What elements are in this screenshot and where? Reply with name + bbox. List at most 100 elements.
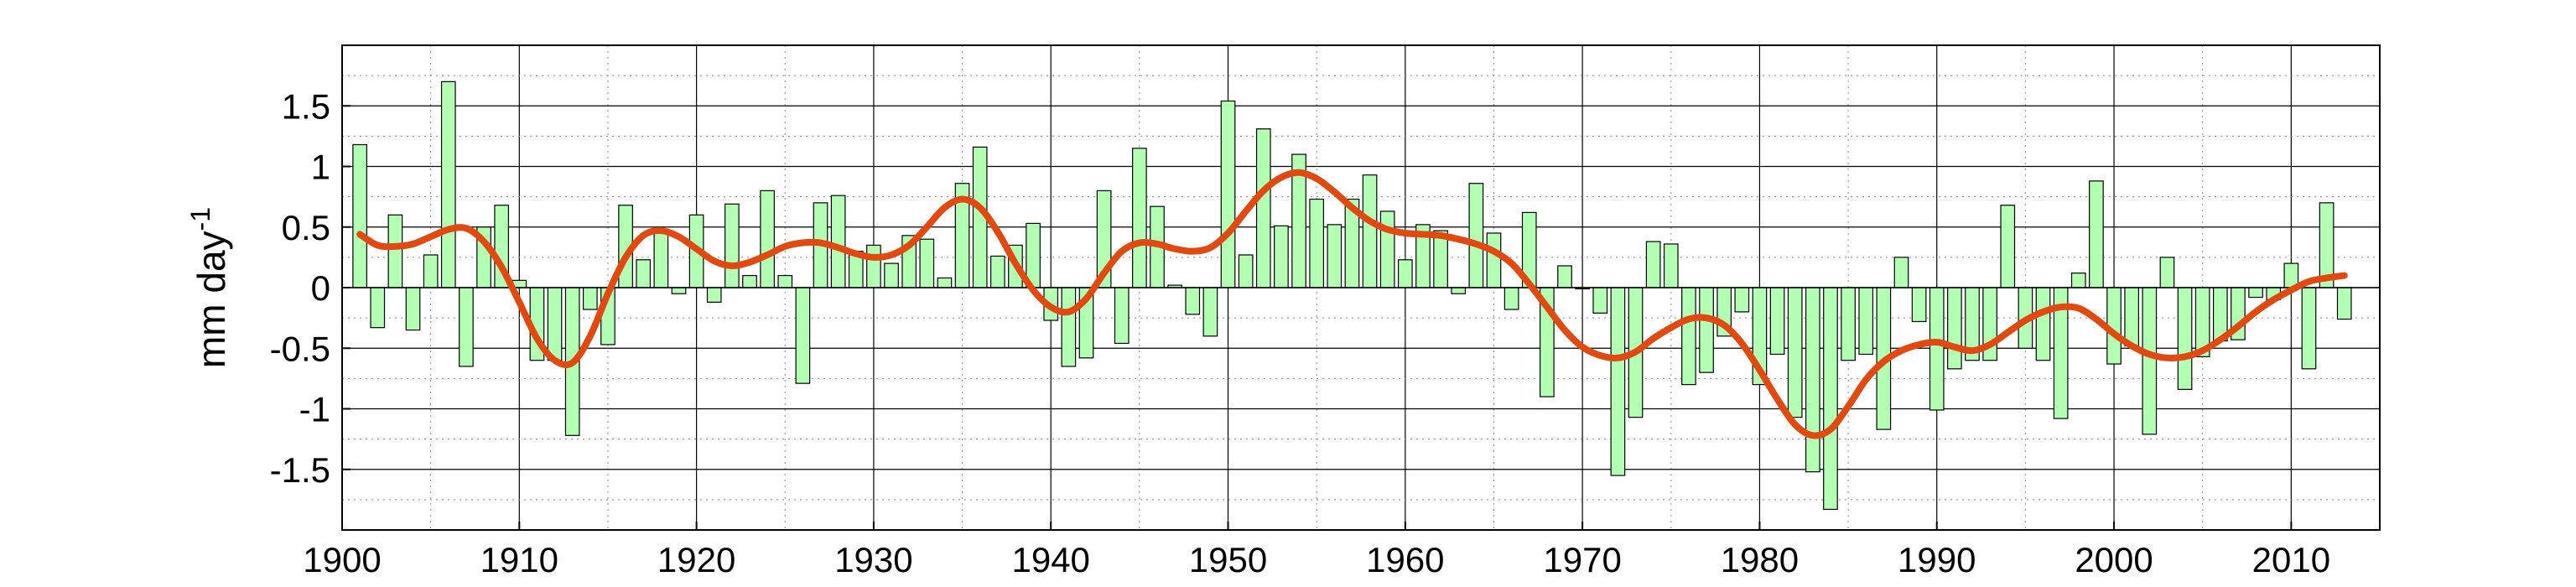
bar (1557, 265, 1572, 288)
x-tick-label: 1950 (1189, 540, 1267, 579)
x-tick-label: 1990 (1898, 540, 1976, 579)
bar (1397, 259, 1413, 288)
bar (1947, 287, 1962, 370)
bar (459, 287, 474, 367)
y-tick-label: -1 (299, 390, 330, 429)
bar (636, 259, 652, 288)
bar (405, 287, 421, 331)
bar (653, 229, 669, 288)
bar (423, 254, 439, 288)
x-tick-label: 1930 (834, 540, 912, 579)
bar (2159, 257, 2175, 288)
x-tick-label: 1970 (1543, 540, 1621, 579)
bar (1486, 232, 1502, 288)
y-tick-labels: -1.5 -1 -0.5 0 0.5 1 1.5 (270, 86, 330, 490)
bar (777, 274, 793, 288)
bar (1681, 287, 1696, 386)
bar (1362, 174, 1378, 288)
y-axis-label-superscript: -1 (185, 207, 216, 231)
bar (547, 287, 563, 361)
bar (1238, 254, 1254, 288)
bar (919, 238, 935, 288)
bar (352, 143, 367, 288)
bar (1858, 287, 1874, 356)
y-tick-label: -1.5 (270, 450, 330, 490)
smoothed-line-path (356, 169, 2348, 439)
bar (724, 203, 740, 288)
bar (1202, 287, 1218, 337)
x-tick-label: 1980 (1721, 540, 1799, 579)
bar (1255, 128, 1271, 288)
x-tick-label: 1960 (1366, 540, 1444, 579)
bar (937, 277, 953, 288)
bar (2035, 287, 2051, 361)
bar (1929, 287, 1945, 411)
bar (1309, 198, 1325, 288)
bar (1379, 210, 1395, 288)
bar (1841, 287, 1856, 361)
bar (1592, 287, 1608, 314)
bar (989, 255, 1005, 288)
x-tick-label: 1910 (480, 540, 558, 579)
bar (582, 287, 598, 310)
bar (1699, 287, 1714, 373)
y-tick-label: -0.5 (270, 329, 330, 368)
bar (1504, 287, 1519, 310)
bar (742, 274, 757, 288)
bar (1114, 287, 1130, 345)
bar (2177, 287, 2193, 390)
bar (2142, 287, 2158, 435)
bar (1893, 257, 1909, 288)
bar (370, 287, 386, 329)
bars (352, 81, 2352, 511)
bar (1468, 183, 1484, 288)
bar (1274, 225, 1289, 288)
bar (1610, 287, 1626, 476)
bar (1220, 100, 1236, 288)
bar (1185, 287, 1201, 315)
bar (2070, 273, 2086, 288)
y-tick-label: 0.5 (282, 208, 330, 247)
y-axis-label: mm day-1 (185, 207, 233, 368)
bar (1663, 243, 1679, 288)
x-tick-label: 2010 (2252, 540, 2330, 579)
bar (1734, 287, 1750, 313)
smoothed-line (356, 169, 2348, 439)
bar (2336, 287, 2352, 320)
bar (1823, 287, 1838, 511)
x-tick-label: 2000 (2075, 540, 2153, 579)
bar (760, 190, 775, 288)
bar (1061, 287, 1077, 367)
bar (671, 287, 687, 294)
bar (1645, 241, 1661, 288)
bar (706, 287, 722, 303)
y-tick-label: 0 (311, 268, 330, 308)
y-tick-label: 1.5 (282, 86, 330, 126)
bar (1327, 224, 1343, 288)
bar (2301, 287, 2317, 370)
bar (1451, 287, 1467, 294)
x-tick-label: 1900 (303, 540, 381, 579)
bar (866, 244, 881, 288)
bar (2000, 205, 2016, 288)
bar (2089, 180, 2104, 288)
x-tick-label: 1940 (1011, 540, 1089, 579)
x-tick-label: 1920 (657, 540, 735, 579)
bar (830, 195, 846, 288)
ticks (341, 105, 2293, 530)
bar (387, 214, 403, 288)
bar (884, 262, 899, 288)
bar (1787, 287, 1803, 418)
bar (1769, 287, 1785, 356)
bar (2248, 287, 2263, 299)
y-axis-label-text: mm day (190, 231, 233, 368)
x-tick-labels: 1900 1910 1920 1930 1940 1950 1960 1970 1980 1990… (303, 540, 2330, 579)
bar (1805, 287, 1820, 473)
bar (795, 287, 811, 384)
bar (1132, 148, 1147, 288)
y-tick-label: 1 (311, 148, 330, 187)
bar (1911, 287, 1927, 323)
bar (440, 81, 456, 288)
bar (2124, 287, 2140, 346)
